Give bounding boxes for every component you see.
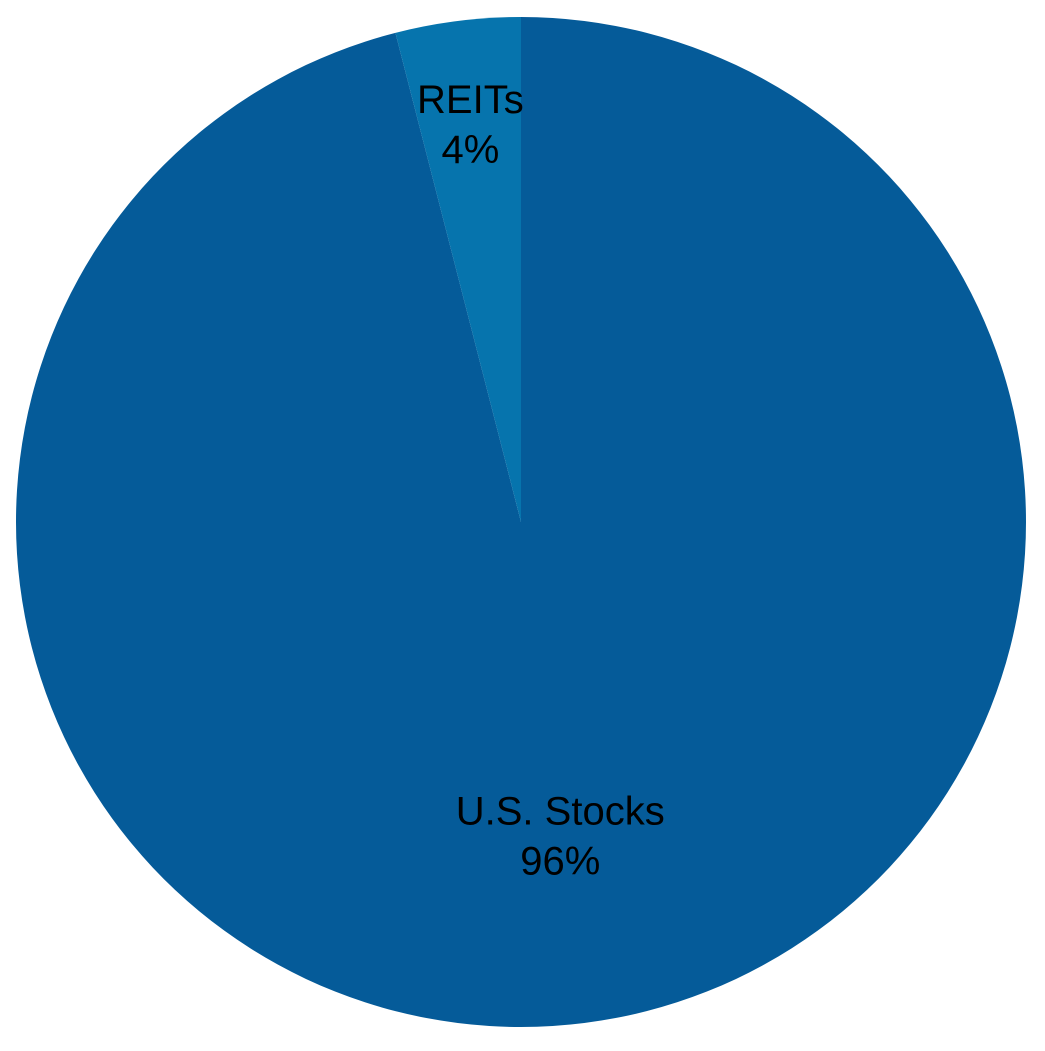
pie-label-name: U.S. Stocks <box>456 790 665 834</box>
pie-labels: U.S. Stocks 96% REITs 4% <box>417 78 665 883</box>
pie-label-u-s-stocks: U.S. Stocks 96% <box>456 790 665 884</box>
pie-slice-u-s-stocks <box>15 17 1026 1027</box>
pie-slice-reits <box>395 17 521 522</box>
pie-label-value: 96% <box>520 840 600 884</box>
pie-slices <box>15 17 1026 1027</box>
pie-label-value: 4% <box>441 128 499 172</box>
pie-label-name: REITs <box>417 78 524 122</box>
pie-label-reits: REITs 4% <box>417 78 524 172</box>
